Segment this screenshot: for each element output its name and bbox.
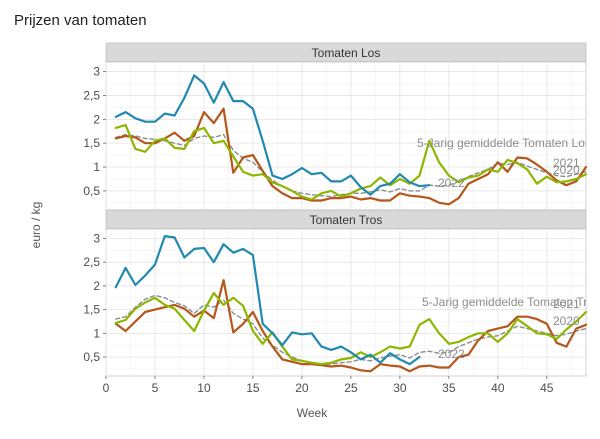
x-tick-label: 30 xyxy=(393,381,407,395)
x-tick-label: 15 xyxy=(246,381,260,395)
y-tick-label: 0,5 xyxy=(83,184,100,198)
y-tick-label: 0,5 xyxy=(83,350,100,364)
annotation-avg: 5-Jarig gemiddelde Tomaten Los xyxy=(417,136,591,150)
panel-plot-area xyxy=(105,228,587,377)
x-tick-label: 35 xyxy=(442,381,456,395)
annotation-y2020: 2020 xyxy=(553,314,580,328)
x-tick-label: 10 xyxy=(197,381,211,395)
y-tick-label: 1,5 xyxy=(83,303,100,317)
annotation-y2021: 2021 xyxy=(553,297,580,311)
annotation-y2021: 2021 xyxy=(553,156,580,170)
panel-strip-label: Tomaten Los xyxy=(312,46,381,60)
y-tick-label: 2 xyxy=(93,279,100,293)
series-line-avg xyxy=(115,294,587,365)
x-tick-label: 25 xyxy=(344,381,358,395)
y-axis-label: euro / kg xyxy=(29,202,43,249)
y-tick-label: 3 xyxy=(93,231,100,245)
y-tick-label: 3 xyxy=(93,65,100,79)
panel-plot-area xyxy=(105,61,587,211)
x-tick-label: 5 xyxy=(152,381,159,395)
panels-layer: Tomaten Los 0,5 1 1,5 2 2,5 3 5-Jarig gemiddeld… xyxy=(83,42,600,395)
x-tick-label: 40 xyxy=(491,381,505,395)
y-tick-label: 2,5 xyxy=(83,88,100,102)
annotation-y2022: 2022 xyxy=(438,347,465,361)
annotation-y2022: 2022 xyxy=(438,176,465,190)
chart-title: Prijzen van tomaten xyxy=(14,12,147,29)
annotation-avg: 5-Jarig gemiddelde Tomaten Tros xyxy=(422,295,600,309)
series-line-2021 xyxy=(114,123,588,201)
series-line-2022 xyxy=(114,74,431,196)
x-tick-label: 0 xyxy=(103,381,110,395)
series-line-2020 xyxy=(114,279,588,373)
y-tick-label: 1 xyxy=(93,160,100,174)
series-line-2020 xyxy=(114,107,588,206)
y-tick-label: 1 xyxy=(93,326,100,340)
annotation-y2020: 2020 xyxy=(553,163,580,177)
series-line-2022 xyxy=(114,235,421,366)
y-tick-label: 2 xyxy=(93,112,100,126)
x-axis-label: Week xyxy=(297,406,328,420)
panel-tomaten-tros: Tomaten Tros 0,5 1 1,5 2 2,5 3 5-Jarig gemiddel… xyxy=(83,209,600,377)
panel-tomaten-los: Tomaten Los 0,5 1 1,5 2 2,5 3 5-Jarig gemiddeld… xyxy=(83,42,591,211)
panel-strip-label: Tomaten Tros xyxy=(310,213,383,227)
x-tick-label: 20 xyxy=(295,381,309,395)
series-line-2021 xyxy=(114,291,588,366)
y-tick-label: 1,5 xyxy=(83,136,100,150)
y-tick-label: 2,5 xyxy=(83,255,100,269)
x-tick-label: 45 xyxy=(540,381,554,395)
